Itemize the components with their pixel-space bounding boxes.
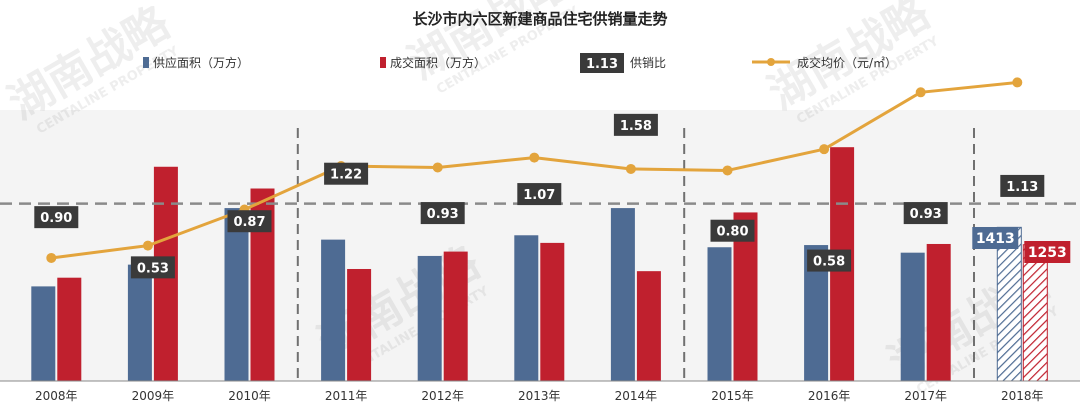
x-tick-label: 2016年: [808, 389, 851, 403]
bar-supply: [900, 252, 925, 381]
value-label-supply-2018: 1413: [976, 231, 1015, 247]
bar-supply: [417, 255, 442, 381]
ratio-label: 1.22: [330, 168, 362, 183]
ratio-label: 0.87: [233, 215, 265, 230]
bar-supply: [321, 239, 346, 381]
ratio-label: 0.53: [137, 261, 169, 276]
price-marker: [142, 240, 153, 251]
ratio-label-box: [1000, 174, 1045, 197]
ratio-label: 1.13: [1006, 180, 1038, 195]
legend-marker-price: [767, 58, 775, 66]
bar-deal: [347, 268, 372, 381]
legend-sample-ratio: 1.13: [586, 57, 618, 72]
bar-supply: [996, 226, 1022, 382]
bar-supply: [127, 264, 152, 381]
price-marker: [915, 87, 926, 98]
ratio-label: 0.80: [716, 225, 748, 240]
price-marker: [46, 252, 57, 263]
price-marker: [432, 162, 443, 173]
x-tick-label: 2012年: [421, 389, 464, 403]
value-label-supply-2018-box: [972, 227, 1019, 249]
ratio-label: 0.90: [40, 211, 72, 226]
price-marker: [625, 163, 636, 174]
ratio-label: 1.07: [523, 188, 555, 203]
legend-swatch-ratio: [580, 53, 624, 73]
ratio-label: 0.93: [910, 207, 942, 222]
bar-supply: [514, 235, 539, 381]
price-marker: [1012, 77, 1023, 88]
ratio-label-box: [227, 210, 272, 233]
x-tick-label: 2018年: [1001, 389, 1044, 403]
ratio-label: 0.93: [427, 207, 459, 222]
bar-supply: [224, 208, 249, 381]
ratio-label-box: [324, 162, 369, 185]
x-tick-label: 2017年: [904, 389, 947, 403]
legend: 供应面积（万方） 成交面积（万方） 1.13 供销比 成交均价（元/㎡）: [143, 53, 897, 73]
bar-deal: [443, 251, 468, 381]
ratio-label-box: [613, 113, 658, 136]
ratio-label: 1.58: [620, 119, 652, 134]
x-tick-label: 2014年: [615, 389, 658, 403]
ratio-label-box: [807, 249, 852, 272]
x-tick-label: 2011年: [325, 389, 368, 403]
legend-swatch-deal: [380, 57, 386, 68]
x-tick-label: 2008年: [35, 389, 78, 403]
legend-label-deal: 成交面积（万方）: [390, 55, 486, 70]
price-marker: [819, 144, 830, 155]
bar-supply: [31, 286, 56, 381]
bar-deal: [57, 277, 82, 381]
ratio-label-box: [710, 219, 755, 242]
value-label-deal-2018: 1253: [1028, 245, 1067, 261]
bar-deal: [1022, 244, 1048, 382]
bar-supply: [707, 247, 732, 381]
legend-label-ratio: 供销比: [630, 56, 666, 70]
bar-deal: [926, 243, 951, 381]
ratio-label-box: [420, 202, 465, 225]
legend-label-supply: 供应面积（万方）: [153, 55, 249, 70]
x-tick-label: 2015年: [711, 389, 754, 403]
legend-swatch-supply: [143, 57, 149, 68]
price-marker: [722, 165, 733, 176]
plot-background: [0, 110, 1080, 381]
ratio-label-box: [903, 202, 948, 225]
ratio-label-box: [130, 256, 175, 279]
ratio-label: 0.58: [813, 255, 845, 270]
price-marker: [529, 152, 540, 163]
chart-title: 长沙市内六区新建商品住宅供销量走势: [412, 10, 667, 28]
legend-label-price: 成交均价（元/㎡）: [797, 55, 897, 70]
value-label-deal-2018-box: [1024, 241, 1071, 263]
ratio-label-box: [34, 206, 79, 229]
x-tick-label: 2010年: [228, 389, 271, 403]
bar-deal: [636, 271, 661, 381]
bar-deal: [540, 242, 565, 381]
x-tick-label: 2013年: [518, 389, 561, 403]
ratio-label-box: [517, 183, 562, 206]
x-tick-label: 2009年: [132, 389, 175, 403]
bar-supply: [610, 208, 635, 381]
